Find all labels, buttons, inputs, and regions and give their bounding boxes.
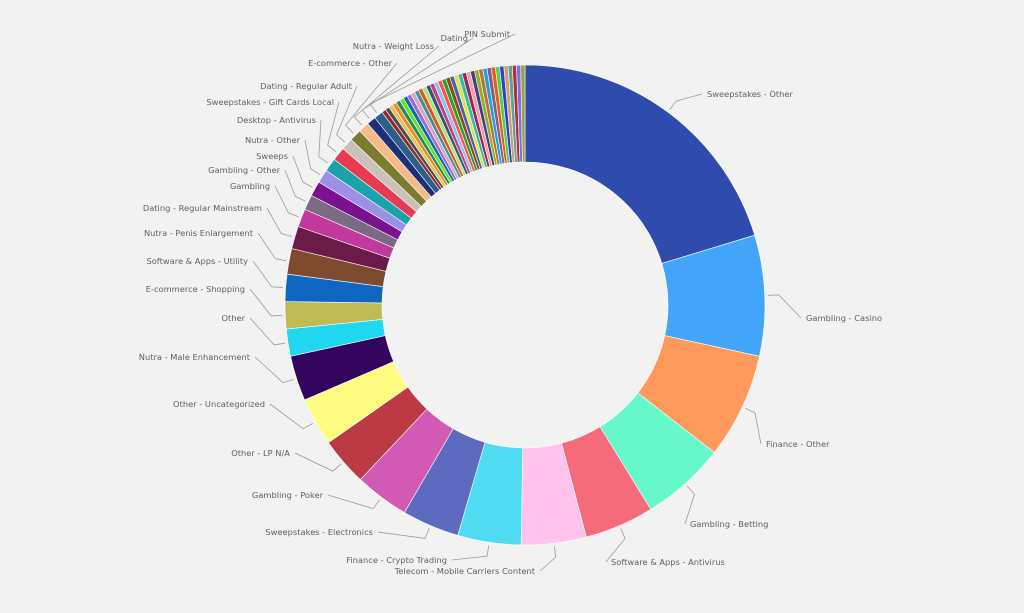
leader-line-desktop-antivirus [318,119,328,164]
slice-label-telecom-mobile-carriers-content: Telecom - Mobile Carriers Content [394,566,536,576]
slice-sweepstakes-other[interactable] [524,64,756,264]
slice-label-other-lp-n-a: Other - LP N/A [231,448,290,458]
slice-label-nutra-penis-enlargement: Nutra - Penis Enlargement [144,228,254,238]
slice-label-nutra-male-enhancement: Nutra - Male Enhancement [139,352,251,362]
slice-label-e-commerce-shopping: E-commerce - Shopping [146,284,245,294]
leader-line-other [249,317,286,346]
donut-slices [284,64,766,546]
leader-line-gambling-casino [767,294,802,319]
leader-line-dating [361,37,474,119]
leader-line-other-lp-n-a [294,452,342,472]
leader-line-finance-crypto-trading [451,545,490,561]
leader-line-dating-regular-mainstream [266,207,292,237]
leader-line-sweeps [292,155,313,188]
leader-line-gambling-other [284,169,306,202]
slice-label-dating: Dating [440,33,468,43]
slice-minor-36[interactable] [520,64,526,163]
leader-line-nutra-weight-loss [353,45,440,126]
slice-label-gambling-casino: Gambling - Casino [806,313,882,323]
leader-line-gambling-poker [327,494,380,510]
slice-label-finance-crypto-trading: Finance - Crypto Trading [346,555,447,565]
leader-line-sweepstakes-electronics [377,528,430,539]
leader-line-sweepstakes-gift-cards-local [327,101,340,153]
leader-line-nutra-other [304,139,321,176]
slice-labels: Sweepstakes - Other Gambling - Casino Fina… [139,29,882,576]
leader-line-pin-submit [369,33,516,113]
slice-label-other-uncategorized: Other - Uncategorized [173,399,265,409]
slice-label-sweepstakes-gift-cards-local: Sweepstakes - Gift Cards Local [206,97,334,107]
leader-line-software-and-apps-antivirus [605,528,626,563]
slice-label-pin-submit: PIN Submit [464,29,510,39]
slice-label-desktop-antivirus: Desktop - Antivirus [237,115,316,125]
slice-label-gambling-poker: Gambling - Poker [252,490,324,500]
slice-label-gambling-betting: Gambling - Betting [690,519,768,529]
leader-line-nutra-penis-enlargement [257,232,287,262]
slice-label-dating-regular-mainstream: Dating - Regular Mainstream [143,203,262,213]
slice-label-other: Other [221,313,245,323]
slice-label-nutra-weight-loss: Nutra - Weight Loss [353,41,434,51]
slice-label-sweepstakes-other: Sweepstakes - Other [707,89,794,99]
slice-label-sweepstakes-electronics: Sweepstakes - Electronics [265,527,373,537]
leader-line-telecom-mobile-carriers-content [539,546,557,572]
leader-line-sweepstakes-other [669,93,703,111]
slice-label-gambling: Gambling [230,181,270,191]
leader-lines [249,33,802,572]
leader-line-finance-other [744,407,762,445]
slice-label-e-commerce-other: E-commerce - Other [308,58,392,68]
slice-label-sweeps: Sweeps [256,151,288,161]
leader-line-gambling [274,185,299,218]
leader-line-gambling-betting [684,485,695,525]
leader-line-nutra-male-enhancement [254,356,294,384]
leader-line-e-commerce-shopping [249,288,283,317]
leader-line-e-commerce-other [344,62,398,134]
leader-line-dating-regular-adult [336,85,358,143]
leader-line-other-uncategorized [269,403,313,430]
leader-line-software-and-apps-utility [252,260,283,288]
slice-label-software-and-apps-antivirus: Software & Apps - Antivirus [611,557,725,567]
slice-label-finance-other: Finance - Other [766,439,830,449]
slice-label-software-and-apps-utility: Software & Apps - Utility [146,256,248,266]
slice-label-gambling-other: Gambling - Other [208,165,280,175]
slice-label-nutra-other: Nutra - Other [245,135,301,145]
slice-label-dating-regular-adult: Dating - Regular Adult [260,81,353,91]
